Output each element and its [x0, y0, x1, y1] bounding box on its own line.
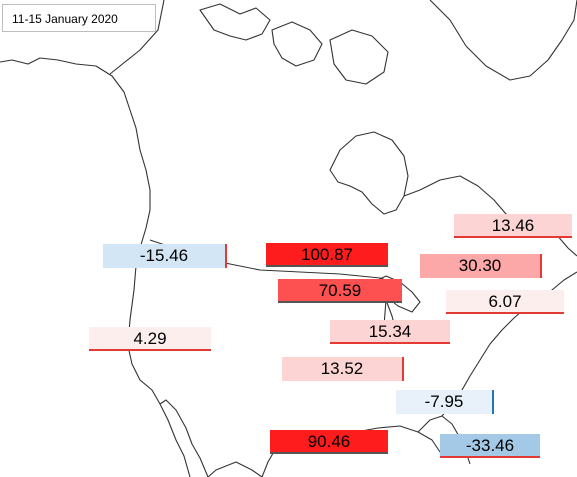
value-box-v9: 13.52 [282, 357, 404, 381]
value-box-v11: 90.46 [270, 430, 388, 454]
arctic-islands [199, 3, 271, 41]
value-box-v1: -15.46 [103, 244, 227, 268]
alaska-border [109, 0, 165, 75]
value-box-v2: 100.87 [266, 243, 388, 267]
west-coastline [0, 57, 191, 477]
value-box-v10: -7.95 [396, 390, 494, 414]
value-box-v7: 4.29 [89, 327, 211, 351]
value-box-v8: 15.34 [330, 320, 450, 344]
baja-coast [159, 399, 209, 477]
date-range-title: 11-15 January 2020 [2, 4, 156, 32]
value-box-v12: -33.46 [440, 434, 540, 458]
value-box-v3: 13.46 [454, 214, 572, 238]
central-america [207, 461, 263, 477]
greenland [429, 0, 577, 81]
value-box-v6: 6.07 [446, 290, 564, 314]
value-box-v4: 30.30 [420, 254, 542, 278]
arctic-island-2 [271, 21, 323, 67]
arctic-island-3 [329, 29, 389, 85]
hudson-bay [329, 131, 409, 215]
value-box-v5: 70.59 [278, 279, 402, 303]
